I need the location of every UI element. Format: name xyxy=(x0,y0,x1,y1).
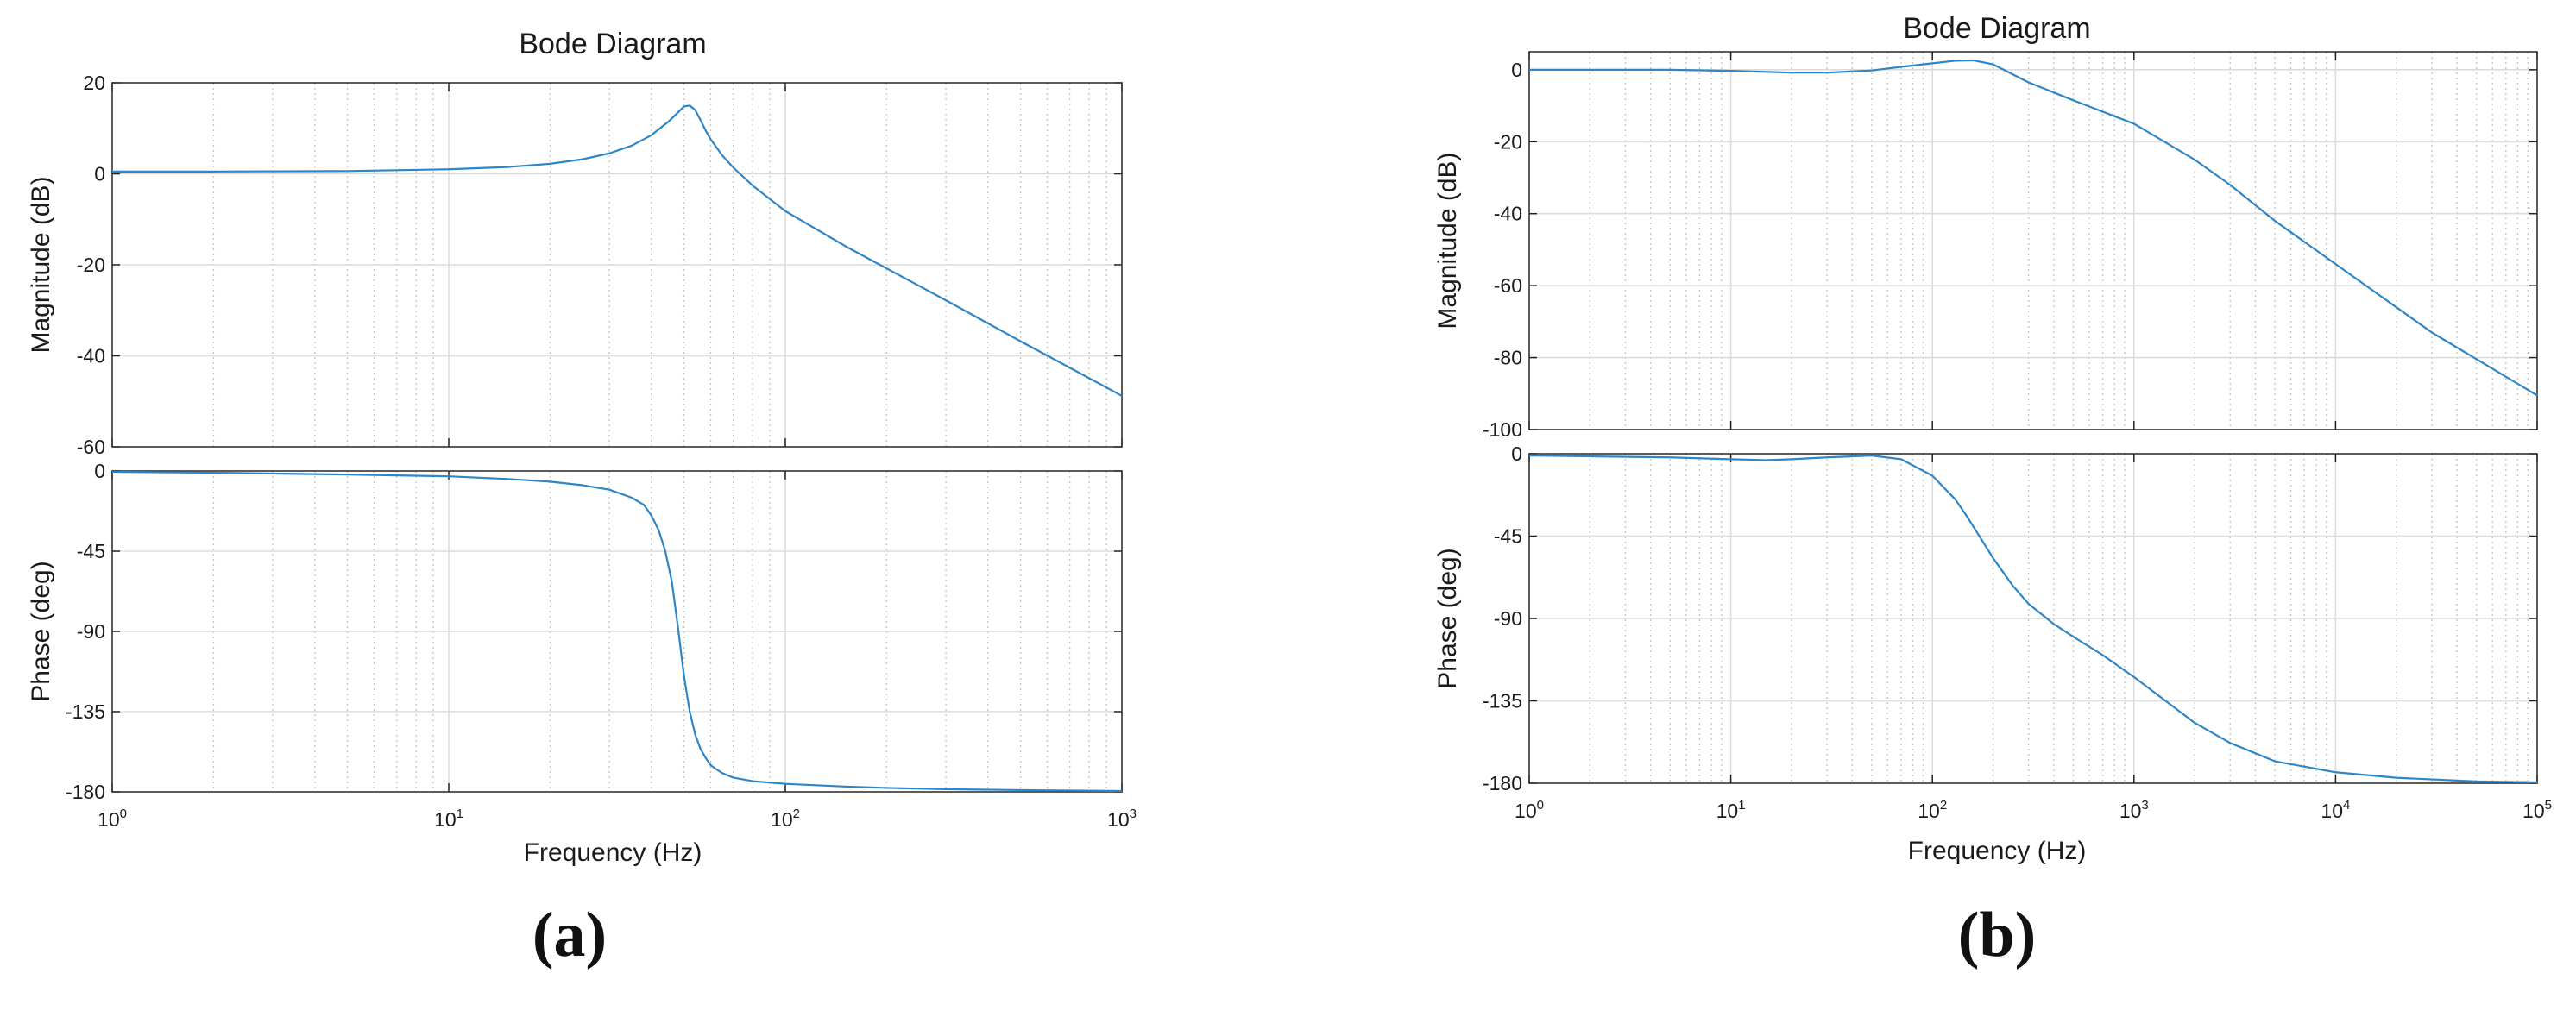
chart-title: Bode Diagram xyxy=(519,28,706,60)
y-tick-label: -60 xyxy=(1494,274,1522,297)
subfigure-caption: (b) xyxy=(1958,900,2036,970)
axes-frame xyxy=(111,82,1123,448)
y-tick-label: -60 xyxy=(77,436,105,458)
x-tick-label: 101 xyxy=(434,807,463,831)
x-tick-label: 103 xyxy=(2119,798,2149,822)
x-tick-exponent: 5 xyxy=(2545,798,2552,813)
x-tick-exponent: 1 xyxy=(457,807,463,821)
y-tick-label: -40 xyxy=(1494,203,1522,225)
y-tick-label: 0 xyxy=(1511,443,1522,465)
y-tick-label: -90 xyxy=(1494,607,1522,630)
magnitude-panel: 20 0 -20 -40 -60 Magnitude (dB) xyxy=(27,72,1123,458)
x-axis-label: Frequency (Hz) xyxy=(524,838,702,867)
x-tick-base: 10 xyxy=(2522,800,2545,822)
x-tick-exponent: 0 xyxy=(1537,798,1544,813)
chart-title: Bode Diagram xyxy=(1903,12,2090,45)
x-axis-label: Frequency (Hz) xyxy=(1908,837,2087,865)
x-tick-label: 104 xyxy=(2321,798,2350,822)
axes-frame xyxy=(111,470,1123,793)
y-tick-label: -100 xyxy=(1483,418,1522,441)
y-tick-label: -80 xyxy=(1494,347,1522,369)
x-tick-label: 100 xyxy=(1515,798,1544,822)
axes-frame xyxy=(1528,51,2538,430)
subfigure-caption: (a) xyxy=(532,900,607,970)
x-tick-label: 102 xyxy=(771,807,800,831)
y-tick-label: 0 xyxy=(1511,59,1522,81)
x-tick-label: 101 xyxy=(1716,798,1746,822)
x-tick-exponent: 3 xyxy=(1130,807,1137,821)
x-tick-exponent: 1 xyxy=(1738,798,1745,813)
x-tick-base: 10 xyxy=(2119,800,2142,822)
x-tick-base: 10 xyxy=(1515,800,1537,822)
x-tick-base: 10 xyxy=(771,808,793,831)
y-tick-label: -180 xyxy=(1483,772,1522,794)
x-tick-exponent: 4 xyxy=(2343,798,2350,813)
phase-ylabel: Phase (deg) xyxy=(27,561,55,701)
y-tick-label: -135 xyxy=(1483,690,1522,713)
x-tick-base: 10 xyxy=(98,808,120,831)
y-tick-label: -40 xyxy=(77,345,105,367)
magnitude-series-line xyxy=(1529,59,2538,397)
phase-series-line xyxy=(111,470,1123,793)
x-tick-base: 10 xyxy=(1107,808,1130,831)
magnitude-ylabel: Magnitude (dB) xyxy=(1433,152,1462,329)
x-tick-exponent: 2 xyxy=(793,807,800,821)
axes-frame xyxy=(1528,453,2538,784)
y-tick-label: -135 xyxy=(66,700,105,723)
y-tick-label: -180 xyxy=(66,781,105,803)
x-tick-exponent: 2 xyxy=(1940,798,1947,813)
y-tick-label: -45 xyxy=(1494,525,1522,548)
phase-series-line xyxy=(1528,455,2538,784)
x-tick-label: 100 xyxy=(98,807,127,831)
x-tick-base: 10 xyxy=(2321,800,2343,822)
x-tick-exponent: 3 xyxy=(2141,798,2148,813)
x-tick-base: 10 xyxy=(434,808,457,831)
y-tick-label: -90 xyxy=(77,620,105,643)
y-tick-label: -20 xyxy=(77,254,105,276)
x-tick-base: 10 xyxy=(1716,800,1739,822)
x-tick-base: 10 xyxy=(1918,800,1940,822)
x-tick-label: 103 xyxy=(1107,807,1137,831)
y-tick-label: 0 xyxy=(94,163,105,185)
y-tick-label: -45 xyxy=(77,540,105,562)
x-tick-label: 102 xyxy=(1918,798,1947,822)
x-tick-label: 105 xyxy=(2522,798,2552,822)
y-tick-label: 20 xyxy=(83,72,105,94)
x-tick-exponent: 0 xyxy=(120,807,127,821)
magnitude-series-line xyxy=(112,104,1123,397)
y-tick-label: -20 xyxy=(1494,130,1522,153)
magnitude-panel: 0 -20 -40 -60 -80 -100 Magnitude (dB) xyxy=(1433,51,2538,441)
phase-ylabel: Phase (deg) xyxy=(1433,548,1462,688)
magnitude-ylabel: Magnitude (dB) xyxy=(27,176,55,353)
y-tick-label: 0 xyxy=(94,460,105,482)
